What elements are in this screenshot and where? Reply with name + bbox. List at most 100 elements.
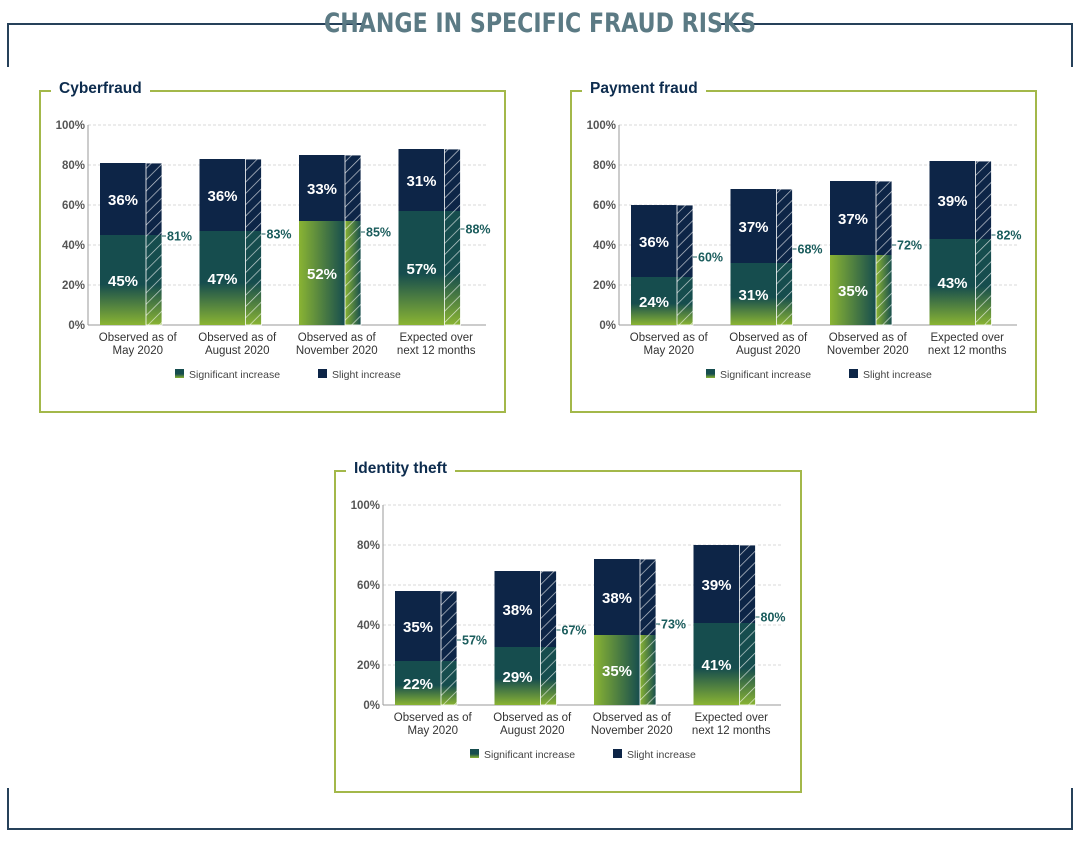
data-label-significant: 47% bbox=[207, 271, 237, 288]
total-column-hatch bbox=[245, 158, 262, 326]
data-label-slight: 35% bbox=[403, 619, 433, 636]
data-label-significant: 57% bbox=[406, 261, 436, 278]
y-tick-label: 100% bbox=[351, 500, 380, 512]
data-label-total: 73% bbox=[661, 618, 686, 632]
chart-title: Payment fraud bbox=[582, 80, 706, 98]
data-label-slight: 36% bbox=[639, 234, 669, 251]
bar-significant-increase bbox=[929, 239, 976, 325]
x-tick-label: Observed as of bbox=[99, 332, 178, 344]
y-tick-label: 60% bbox=[62, 200, 85, 212]
y-tick-label: 0% bbox=[363, 700, 380, 712]
data-label-significant: 29% bbox=[502, 669, 532, 686]
legend-swatch-slight bbox=[613, 749, 622, 758]
bar-significant-increase bbox=[398, 211, 445, 325]
bar-significant-increase bbox=[594, 635, 640, 705]
y-tick-label: 100% bbox=[587, 120, 616, 132]
legend-label-significant: Significant increase bbox=[720, 369, 811, 381]
chart-svg: 0% 20% 40% 60% 80% 100% 22% 35% 57% Observed as o… bbox=[351, 500, 786, 761]
frame-left-bottom bbox=[7, 788, 9, 830]
data-label-slight: 36% bbox=[207, 188, 237, 205]
legend-swatch-significant bbox=[175, 369, 184, 378]
x-tick-label: Observed as of bbox=[729, 332, 808, 344]
bar-slight-increase bbox=[830, 181, 876, 255]
total-column-hatch bbox=[145, 162, 163, 326]
frame-right-top bbox=[1071, 23, 1073, 67]
total-column-hatch bbox=[639, 558, 657, 706]
x-tick-label: May 2020 bbox=[643, 345, 694, 357]
frame-top-right bbox=[720, 23, 1073, 25]
chart-svg: 0% 20% 40% 60% 80% 100% 24% 36% 60% Observed as o… bbox=[587, 120, 1022, 381]
total-column-hatch bbox=[676, 204, 694, 326]
total-column-hatch bbox=[776, 188, 793, 326]
x-tick-label: Observed as of bbox=[394, 712, 473, 724]
legend-label-slight: Slight increase bbox=[863, 369, 932, 381]
data-label-significant: 22% bbox=[403, 676, 433, 693]
chart-panel-cyberfraud: Cyberfraud 0% 20% 40% 60% 80% 100% 45% 36% 81% Ob… bbox=[39, 80, 506, 413]
bar-significant-increase bbox=[199, 231, 246, 325]
data-label-significant: 35% bbox=[838, 283, 868, 300]
x-tick-label: Observed as of bbox=[829, 332, 908, 344]
data-label-total: 68% bbox=[798, 243, 823, 257]
x-tick-label: Observed as of bbox=[593, 712, 672, 724]
x-tick-label: August 2020 bbox=[205, 345, 270, 357]
legend-label-slight: Slight increase bbox=[332, 369, 401, 381]
bar-slight-increase bbox=[693, 545, 740, 623]
x-tick-label: Expected over bbox=[694, 712, 768, 724]
y-tick-label: 20% bbox=[62, 280, 85, 292]
bar-slight-increase bbox=[395, 591, 441, 661]
chart-title: Identity theft bbox=[346, 460, 455, 478]
total-column-hatch bbox=[739, 544, 756, 706]
data-label-slight: 38% bbox=[602, 590, 632, 607]
data-label-significant: 41% bbox=[701, 657, 731, 674]
legend-label-significant: Significant increase bbox=[484, 749, 575, 761]
x-tick-label: November 2020 bbox=[591, 725, 673, 737]
legend-swatch-significant bbox=[470, 749, 479, 758]
y-tick-label: 80% bbox=[593, 160, 616, 172]
frame-left-top bbox=[7, 23, 9, 67]
x-tick-label: Observed as of bbox=[493, 712, 572, 724]
page-title: CHANGE IN SPECIFIC FRAUD RISKS bbox=[323, 8, 757, 39]
y-tick-label: 60% bbox=[357, 580, 380, 592]
data-label-total: 81% bbox=[167, 230, 192, 244]
data-label-slight: 37% bbox=[838, 211, 868, 228]
bar-significant-increase bbox=[693, 623, 740, 705]
data-label-significant: 35% bbox=[602, 663, 632, 680]
frame-bottom bbox=[7, 828, 1073, 830]
x-tick-label: next 12 months bbox=[692, 725, 771, 737]
x-tick-label: May 2020 bbox=[112, 345, 163, 357]
x-tick-label: November 2020 bbox=[296, 345, 378, 357]
y-tick-label: 0% bbox=[599, 320, 616, 332]
y-tick-label: 100% bbox=[56, 120, 85, 132]
chart-panel-identity-theft: Identity theft 0% 20% 40% 60% 80% 100% 22% 35% 5… bbox=[334, 460, 802, 793]
x-tick-label: August 2020 bbox=[500, 725, 565, 737]
data-label-significant: 52% bbox=[307, 266, 337, 283]
y-tick-label: 20% bbox=[593, 280, 616, 292]
data-label-significant: 31% bbox=[738, 287, 768, 304]
x-tick-label: Expected over bbox=[930, 332, 1004, 344]
data-label-total: 67% bbox=[562, 624, 587, 638]
legend-label-slight: Slight increase bbox=[627, 749, 696, 761]
data-label-slight: 36% bbox=[108, 192, 138, 209]
y-tick-label: 40% bbox=[62, 240, 85, 252]
y-tick-label: 80% bbox=[62, 160, 85, 172]
total-column-hatch bbox=[344, 154, 362, 326]
y-tick-label: 60% bbox=[593, 200, 616, 212]
y-tick-label: 0% bbox=[68, 320, 85, 332]
data-label-slight: 33% bbox=[307, 181, 337, 198]
x-tick-label: Observed as of bbox=[298, 332, 377, 344]
x-tick-label: August 2020 bbox=[736, 345, 801, 357]
bar-slight-increase bbox=[199, 159, 246, 231]
x-tick-label: May 2020 bbox=[407, 725, 458, 737]
bar-slight-increase bbox=[398, 149, 445, 211]
x-tick-label: November 2020 bbox=[827, 345, 909, 357]
bar-significant-increase bbox=[631, 277, 677, 325]
bar-significant-increase bbox=[730, 263, 777, 325]
x-tick-label: next 12 months bbox=[928, 345, 1007, 357]
data-label-total: 72% bbox=[897, 239, 922, 253]
y-tick-label: 20% bbox=[357, 660, 380, 672]
data-label-slight: 39% bbox=[701, 577, 731, 594]
data-label-slight: 37% bbox=[738, 219, 768, 236]
data-label-significant: 43% bbox=[937, 275, 967, 292]
data-label-total: 57% bbox=[462, 634, 487, 648]
legend-label-significant: Significant increase bbox=[189, 369, 280, 381]
